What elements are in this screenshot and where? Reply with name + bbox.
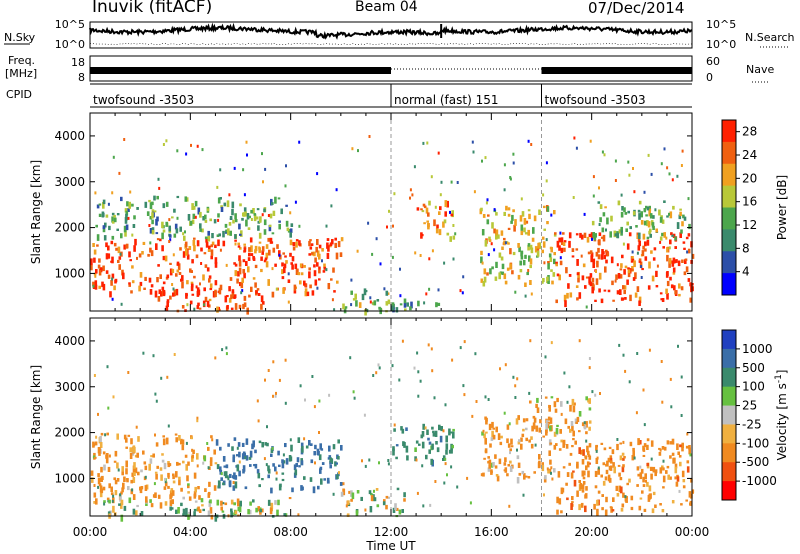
noise-left-tick-top: 10^5 bbox=[55, 18, 85, 31]
colorbar-tick-label: 20 bbox=[742, 171, 757, 185]
colorbar-swatch bbox=[722, 443, 736, 463]
colorbar-tick-label: 100 bbox=[742, 380, 765, 394]
noise-panel-frame bbox=[89, 21, 693, 49]
y-axis-label: Slant Range [km] bbox=[29, 160, 43, 264]
data-blob bbox=[591, 200, 691, 241]
colorbar-swatch bbox=[722, 348, 736, 369]
colorbar-label: Power [dB] bbox=[775, 175, 789, 240]
beam-label: Beam 04 bbox=[355, 0, 418, 15]
cpid-segment-label: normal (fast) 151 bbox=[394, 93, 498, 107]
colorbar-frame bbox=[721, 119, 737, 296]
colorbar-swatch bbox=[722, 462, 736, 482]
y-tick-label: 1000 bbox=[54, 266, 85, 280]
x-tick-label: 20:00 bbox=[574, 525, 609, 539]
nave-label: Nave bbox=[746, 63, 774, 76]
y-tick-label: 3000 bbox=[54, 380, 85, 394]
freq-label-2: [MHz] bbox=[5, 67, 37, 80]
power-heatmap bbox=[89, 112, 695, 316]
colorbar-tick-label: -500 bbox=[742, 455, 769, 469]
freq-bar-2 bbox=[541, 67, 692, 74]
freq-tick-bottom: 8 bbox=[78, 71, 85, 84]
freq-tick-top: 18 bbox=[71, 56, 85, 69]
colorbar-tick-label: 4 bbox=[742, 265, 750, 279]
x-tick-label: 16:00 bbox=[474, 525, 509, 539]
data-blob bbox=[416, 200, 456, 242]
data-blob bbox=[90, 237, 344, 299]
colorbar-swatch bbox=[722, 251, 736, 274]
cpid-segment-label: twofsound -3503 bbox=[545, 93, 646, 107]
sparse-points bbox=[92, 135, 690, 312]
data-blob bbox=[340, 487, 406, 518]
colorbar-swatch bbox=[722, 229, 736, 252]
nave-tick-bottom: 0 bbox=[706, 71, 713, 84]
colorbar-tick-label: 16 bbox=[742, 195, 757, 209]
colorbar-swatch bbox=[722, 386, 736, 407]
colorbar-swatch bbox=[722, 481, 736, 501]
cpid-segment-label: twofsound -3503 bbox=[93, 93, 194, 107]
chart-title: Inuvik (fitACF) bbox=[92, 0, 213, 17]
date-label: 07/Dec/2014 bbox=[588, 0, 685, 17]
x-tick-label: 12:00 bbox=[374, 525, 409, 539]
colorbar-tick-label: 24 bbox=[742, 148, 757, 162]
colorbar-frame bbox=[721, 329, 737, 501]
colorbar-swatch bbox=[722, 405, 736, 425]
colorbar-tick-label: -25 bbox=[742, 417, 762, 431]
colorbar-tick-label: -1000 bbox=[742, 474, 777, 488]
x-tick-label: 08:00 bbox=[273, 525, 308, 539]
colorbar-swatch bbox=[722, 273, 736, 296]
data-blob bbox=[555, 232, 695, 308]
colorbar-tick-label: 8 bbox=[742, 241, 750, 255]
x-tick-label: 00:00 bbox=[675, 525, 710, 539]
x-tick-label: 00:00 bbox=[73, 525, 108, 539]
colorbar-swatch bbox=[722, 207, 736, 230]
data-blob bbox=[479, 205, 557, 287]
noise-search-label: N.Search bbox=[745, 31, 795, 44]
colorbar-swatch bbox=[722, 163, 736, 187]
y-tick-label: 4000 bbox=[54, 334, 85, 348]
noise-right-tick-bottom: 10^0 bbox=[706, 38, 736, 51]
noise-left-tick-bottom: 10^0 bbox=[55, 38, 85, 51]
freq-label-1: Freq. bbox=[8, 54, 35, 67]
y-axis-label: Slant Range [km] bbox=[29, 365, 43, 469]
data-blob bbox=[481, 415, 557, 484]
noise-right-tick-top: 10^5 bbox=[706, 18, 736, 31]
colorbar-tick-label: -100 bbox=[742, 436, 769, 450]
noise-search-line bbox=[89, 42, 693, 46]
x-tick-label: 04:00 bbox=[173, 525, 208, 539]
velocity-heatmap bbox=[89, 317, 695, 522]
colorbar-tick-label: 12 bbox=[742, 218, 757, 232]
y-tick-label: 2000 bbox=[54, 426, 85, 440]
colorbar-label: Velocity [m s-1] bbox=[774, 370, 789, 461]
data-blob bbox=[392, 423, 455, 467]
y-tick-label: 2000 bbox=[54, 221, 85, 235]
cpid-label: CPID bbox=[6, 88, 32, 101]
data-blob bbox=[220, 506, 288, 518]
data-blob bbox=[95, 195, 294, 242]
colorbar-swatch bbox=[722, 424, 736, 444]
colorbar-swatch bbox=[722, 330, 736, 350]
colorbar-swatch bbox=[722, 120, 736, 143]
colorbar-tick-label: 1000 bbox=[742, 342, 773, 356]
colorbar-tick-label: 28 bbox=[742, 125, 757, 139]
sparse-points bbox=[93, 339, 692, 518]
colorbar-swatch bbox=[722, 185, 736, 208]
colorbar-swatch bbox=[722, 367, 736, 388]
data-blob bbox=[391, 298, 441, 313]
colorbar-swatch bbox=[722, 141, 736, 165]
y-tick-label: 3000 bbox=[54, 175, 85, 189]
y-tick-label: 1000 bbox=[54, 471, 85, 485]
freq-bar-1 bbox=[90, 67, 391, 74]
y-tick-label: 4000 bbox=[54, 129, 85, 143]
colorbar-tick-label: 25 bbox=[742, 399, 757, 413]
x-axis-label: Time UT bbox=[365, 539, 416, 553]
noise-sky-line bbox=[89, 22, 693, 40]
data-blob bbox=[529, 396, 592, 437]
noise-sky-label: N.Sky bbox=[4, 31, 36, 44]
colorbar-tick-label: 500 bbox=[742, 361, 765, 375]
nave-tick-top: 60 bbox=[706, 55, 720, 68]
